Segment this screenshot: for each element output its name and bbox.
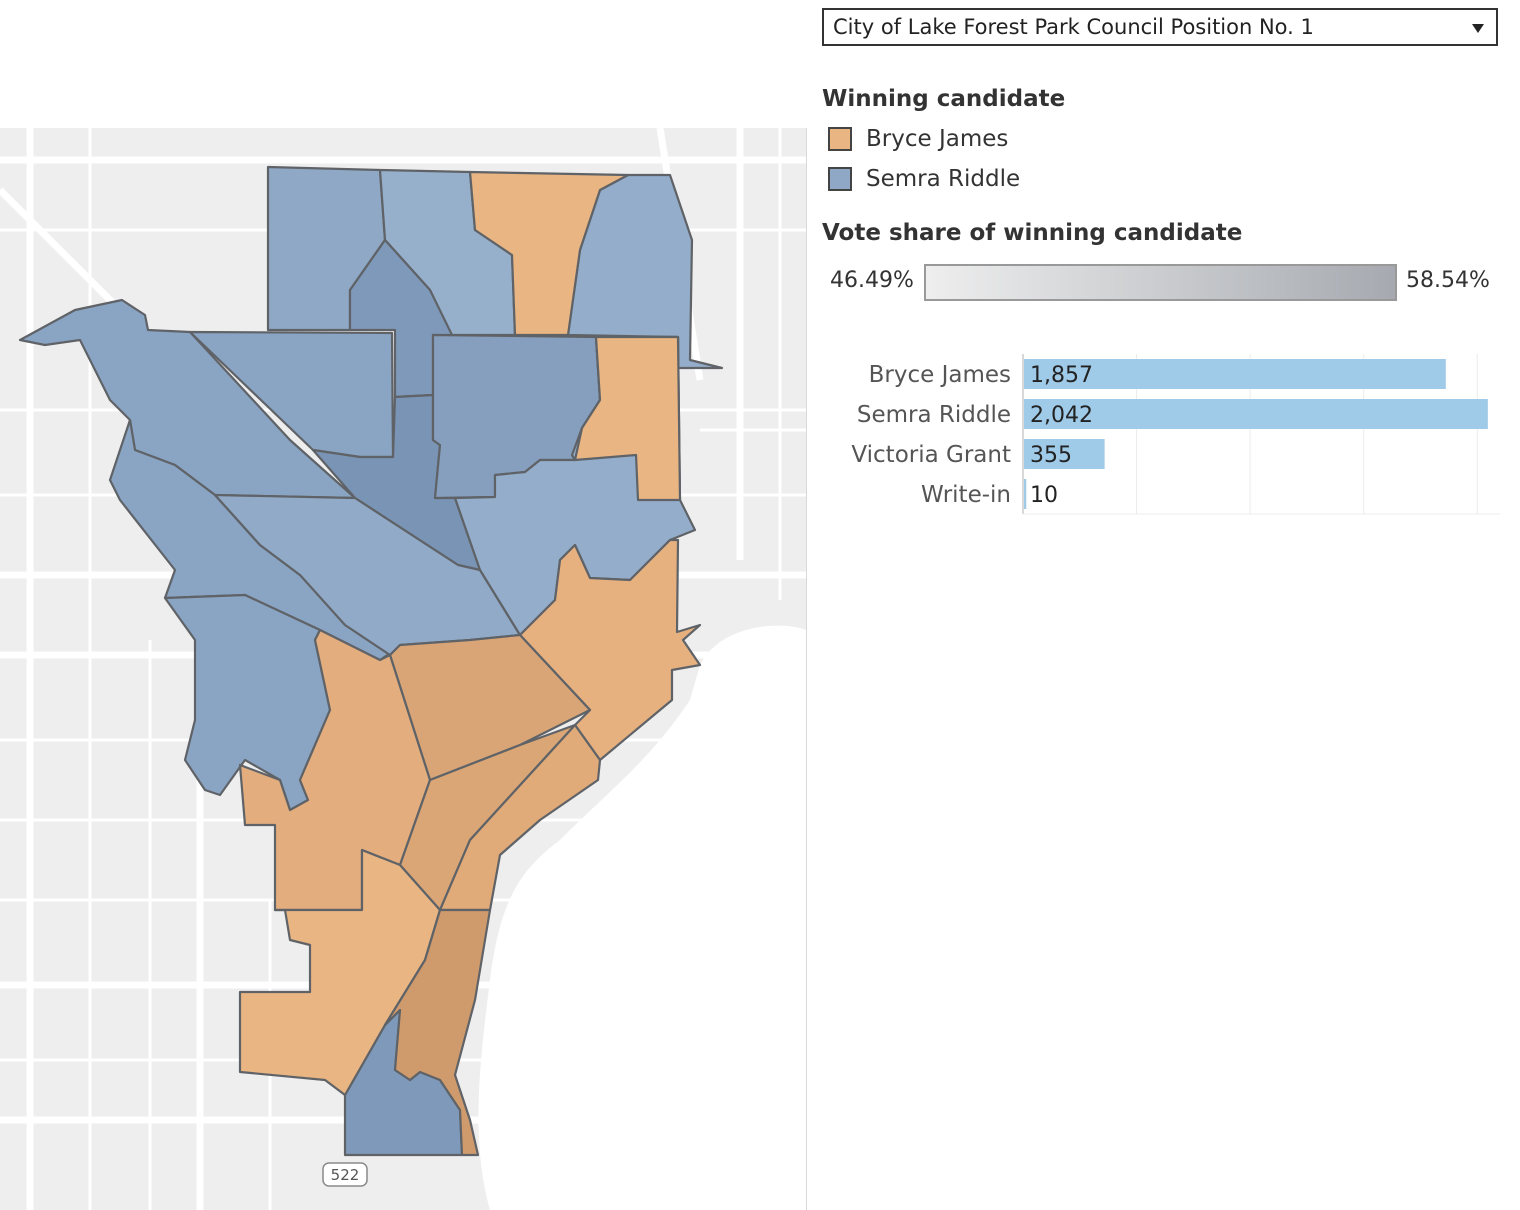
svg-text:522: 522 [331,1166,360,1184]
precinct-map[interactable]: 522 [0,128,807,1210]
bar-marks: Bryce James 1,857 Semra Riddle 2,042 Victori… [851,359,1488,509]
legend-swatch [828,127,852,151]
lake-water [478,625,806,1210]
bar[interactable] [1024,399,1488,429]
precinct[interactable] [383,908,492,1157]
precinct[interactable] [468,170,630,337]
legend-swatch [828,167,852,191]
bar[interactable] [1024,479,1027,509]
bar[interactable] [1024,439,1105,469]
bar-gridlines [1022,354,1500,515]
precinct[interactable] [238,848,442,1097]
legend-item-bryce-james[interactable]: Bryce James [828,126,1008,152]
legend-item-semra-riddle[interactable]: Semra Riddle [828,166,1020,192]
precinct[interactable] [573,335,682,502]
precinct[interactable] [438,723,602,912]
share-legend-title: Vote share of winning candidate [822,220,1243,246]
map-canvas[interactable]: 522 [0,128,806,1210]
chevron-down-icon[interactable] [1472,24,1484,33]
route-522-shield: 522 [322,1162,368,1187]
share-max-label: 58.54% [1406,268,1490,293]
precincts-bryce-james [238,170,702,1157]
winner-legend-title: Winning candidate [822,86,1066,112]
share-min-label: 46.49% [830,268,914,293]
bar[interactable] [1024,359,1446,389]
bar-category-label: Semra Riddle [857,402,1011,428]
race-dropdown-value: City of Lake Forest Park Council Positio… [833,15,1314,39]
race-dropdown[interactable]: City of Lake Forest Park Council Positio… [822,8,1498,46]
bar-value-label: 355 [1030,443,1072,468]
bar-value-label: 1,857 [1030,363,1093,388]
bar-category-label: Bryce James [869,362,1011,388]
bar-value-label: 2,042 [1030,403,1093,428]
precinct[interactable] [238,628,432,912]
legend-label: Bryce James [866,126,1009,152]
legend-label: Semra Riddle [866,166,1021,192]
bar-value-label: 10 [1030,483,1058,508]
bar-category-label: Write-in [921,482,1011,508]
share-color-ramp [924,264,1397,301]
bar-category-label: Victoria Grant [851,442,1011,468]
